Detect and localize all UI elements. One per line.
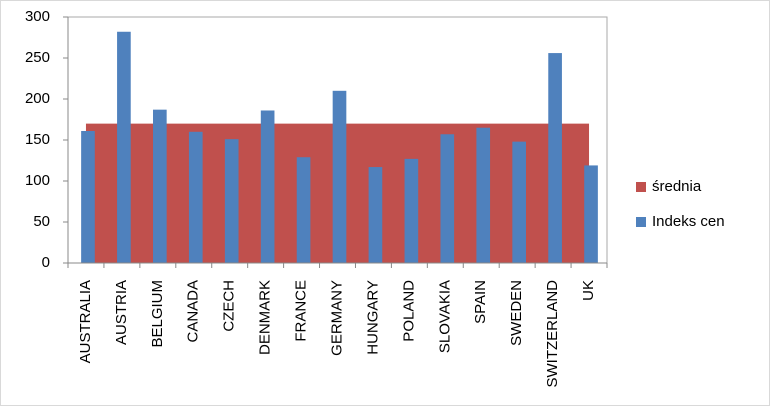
x-tick-label: UK	[580, 280, 597, 301]
bar	[548, 53, 562, 263]
x-tick-label: SLOVAKIA	[436, 280, 453, 353]
x-tick-label: CANADA	[185, 280, 202, 343]
x-tick-label: POLAND	[400, 280, 417, 342]
bar	[81, 130, 95, 263]
x-tick-label: GERMANY	[328, 280, 345, 356]
bar	[368, 167, 383, 263]
y-tick-label: 50	[33, 213, 50, 230]
x-tick-label: SWITZERLAND	[544, 280, 561, 388]
legend-label: Indeks cen	[652, 213, 725, 230]
y-tick-label: 100	[25, 172, 50, 189]
legend-swatch	[636, 182, 646, 192]
bar	[440, 134, 455, 263]
legend-label: średnia	[652, 178, 702, 195]
bar	[584, 165, 598, 263]
bar	[512, 141, 526, 263]
bar	[153, 109, 167, 263]
bar	[476, 127, 491, 263]
bar	[117, 31, 131, 264]
y-tick-label: 250	[25, 49, 50, 66]
y-tick-label: 150	[25, 131, 50, 148]
x-tick-label: DENMARK	[257, 280, 274, 355]
bar	[260, 110, 275, 263]
x-tick-label: CZECH	[221, 280, 238, 332]
bar	[404, 158, 419, 263]
x-tick-label: FRANCE	[293, 280, 310, 342]
legend-swatch	[636, 217, 646, 227]
bar	[188, 131, 203, 263]
x-tick-label: SWEDEN	[508, 280, 525, 346]
y-tick-label: 200	[25, 90, 50, 107]
x-tick-label: SPAIN	[472, 280, 489, 324]
x-tick-label: HUNGARY	[364, 280, 381, 355]
y-tick-label: 300	[25, 8, 50, 25]
x-tick-label: BELGIUM	[149, 280, 166, 348]
bar	[296, 157, 311, 263]
bar	[224, 139, 239, 263]
bar	[332, 90, 347, 263]
y-tick-label: 0	[42, 254, 50, 271]
x-tick-label: AUSTRIA	[113, 280, 130, 345]
x-tick-label: AUSTRALIA	[77, 280, 94, 363]
